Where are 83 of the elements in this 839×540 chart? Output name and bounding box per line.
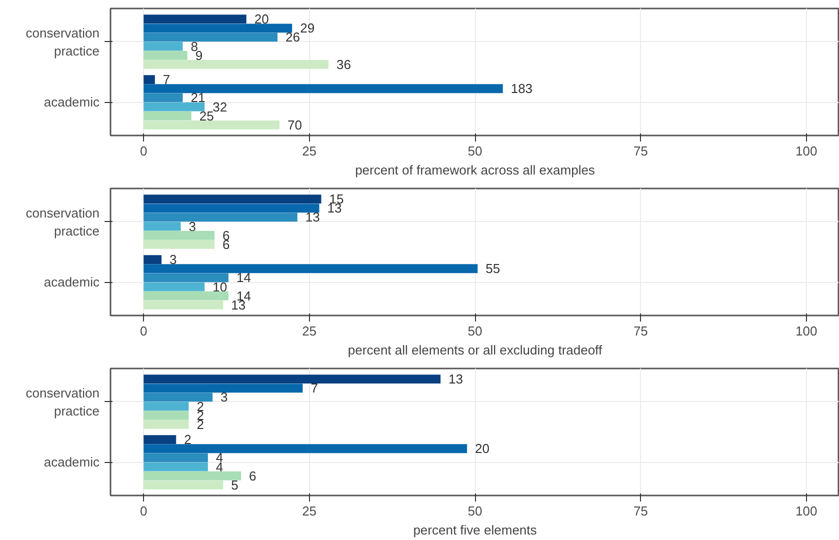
y-tick-label: conservation practice xyxy=(26,25,100,58)
x-tick-label: 25 xyxy=(302,144,317,158)
bar xyxy=(144,222,181,231)
annotation: 21 xyxy=(190,90,206,106)
x-tick-label: 75 xyxy=(633,144,648,158)
x-axis-title: percent five elements xyxy=(413,522,538,538)
bar xyxy=(144,50,188,60)
x-tick-label: 100 xyxy=(796,504,818,518)
bar xyxy=(144,24,292,33)
x-tick-label: 25 xyxy=(302,324,317,338)
x-tick-label: 0 xyxy=(140,504,148,518)
bar xyxy=(144,93,183,102)
x-tick-label: 25 xyxy=(302,504,317,518)
bar xyxy=(144,230,215,240)
annotation: 5 xyxy=(231,477,238,492)
bar xyxy=(144,194,322,204)
bar xyxy=(144,402,189,411)
bar xyxy=(144,42,183,51)
y-tick-label: conservation practice xyxy=(26,205,100,238)
x-tick-label: 0 xyxy=(140,144,148,158)
bar xyxy=(144,420,189,429)
bar xyxy=(144,264,478,274)
annotation: 55 xyxy=(486,261,500,276)
bar xyxy=(144,75,155,84)
x-tick-label: 75 xyxy=(633,504,648,518)
annotation: 26 xyxy=(286,30,300,45)
bar xyxy=(144,453,208,462)
bar xyxy=(144,374,441,384)
y-tick-label: academic xyxy=(44,94,100,110)
annotation: 3 xyxy=(170,252,177,268)
annotation: 25 xyxy=(199,108,214,124)
bar xyxy=(144,84,503,94)
x-tick-label: 50 xyxy=(468,504,482,518)
bar xyxy=(144,204,320,213)
bar xyxy=(144,102,205,112)
y-tick-label: academic xyxy=(44,454,100,470)
x-tick-label: 0 xyxy=(140,324,148,338)
y-tick-label: academic xyxy=(44,274,100,290)
annotation: 13 xyxy=(305,210,320,225)
x-axis-title: percent all elements or all excluding tradeoff xyxy=(348,342,602,358)
bar xyxy=(144,14,246,24)
bar xyxy=(144,60,329,69)
x-tick-label: 50 xyxy=(468,144,482,158)
x-tick-label: 75 xyxy=(633,324,648,338)
bar xyxy=(144,462,208,472)
annotation: 10 xyxy=(212,279,228,294)
x-tick-label: 100 xyxy=(796,324,818,338)
bar xyxy=(144,32,278,42)
x-tick-label: 50 xyxy=(468,324,482,338)
bar xyxy=(144,410,189,420)
bar xyxy=(144,273,228,282)
annotation: 3 xyxy=(188,218,196,234)
bar xyxy=(144,300,224,310)
annotation: 29 xyxy=(300,20,315,36)
annotation: 32 xyxy=(212,99,228,114)
bar xyxy=(144,435,176,444)
bar xyxy=(144,471,242,480)
annotation: 183 xyxy=(510,81,533,96)
bar xyxy=(144,392,213,402)
bar xyxy=(144,282,205,292)
annotation: 7 xyxy=(162,72,170,88)
bar xyxy=(144,255,162,264)
x-tick-label: 100 xyxy=(796,144,818,158)
bar xyxy=(144,384,303,393)
annotation: 3 xyxy=(220,390,228,405)
bar xyxy=(144,444,468,454)
annotation: 70 xyxy=(287,117,302,132)
annotation: 13 xyxy=(448,372,464,387)
annotation: 7 xyxy=(310,380,318,396)
annotation: 14 xyxy=(236,270,251,286)
x-axis-title: percent of framework across all examples xyxy=(355,162,596,178)
annotation: 20 xyxy=(475,441,490,456)
annotation: 20 xyxy=(254,12,269,27)
bar xyxy=(144,240,215,249)
bar xyxy=(144,291,228,300)
bar xyxy=(144,111,192,120)
bar xyxy=(144,480,224,490)
annotation: 2 xyxy=(184,432,192,448)
bar xyxy=(144,212,298,222)
bar xyxy=(144,120,280,130)
annotation: 6 xyxy=(249,468,256,484)
annotation: 36 xyxy=(336,56,352,72)
y-tick-label: conservation practice xyxy=(26,385,100,418)
